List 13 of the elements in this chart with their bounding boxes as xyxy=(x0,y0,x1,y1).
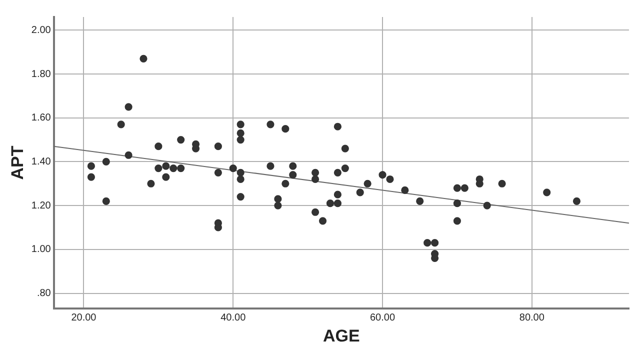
y-tick-label: 1.40 xyxy=(31,156,52,168)
x-tick-label: 60.00 xyxy=(370,312,396,324)
y-tick-label: .80 xyxy=(36,288,52,300)
y-tick-label: 1.00 xyxy=(31,244,52,256)
x-axis-title: AGE xyxy=(323,326,360,346)
y-tick-label: 1.60 xyxy=(31,112,52,124)
y-tick-label: 2.00 xyxy=(31,24,52,36)
x-tick-label: 20.00 xyxy=(71,312,97,324)
y-tick-label: 1.80 xyxy=(31,68,52,80)
x-tick-label: 80.00 xyxy=(519,312,545,324)
y-tick-label: 1.20 xyxy=(31,200,52,212)
y-axis-title: APT xyxy=(8,145,27,180)
x-tick-label: 40.00 xyxy=(220,312,246,324)
